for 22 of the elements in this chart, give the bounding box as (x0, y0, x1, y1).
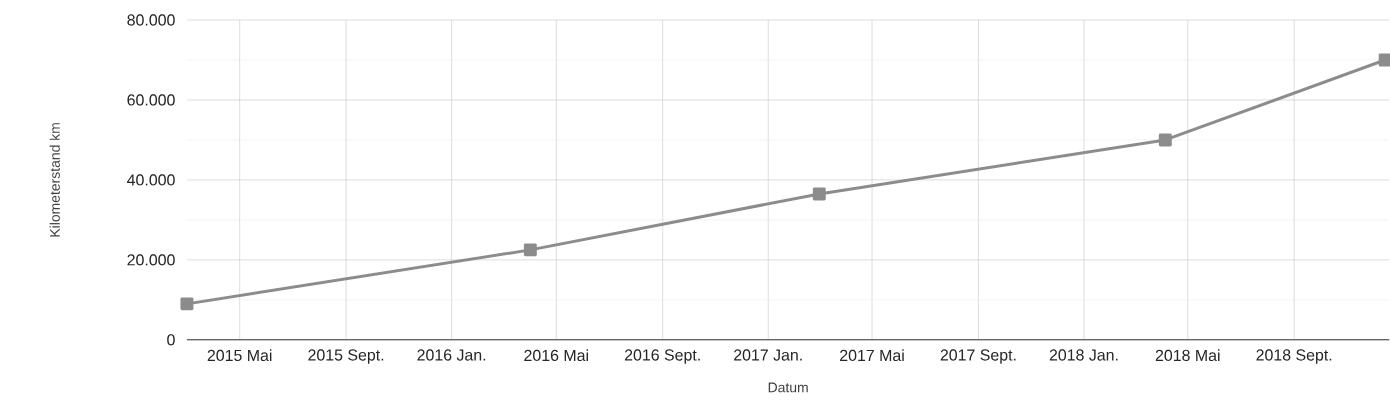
x-axis-title: Datum (768, 382, 808, 393)
y-axis-title: Kilometerstand km (49, 123, 60, 237)
point (523, 243, 537, 257)
y-tick-label: 40.000 (127, 174, 175, 186)
point (1158, 133, 1172, 147)
y-tick-label: 20.000 (127, 254, 175, 266)
x-tick-label: 2018 Sept. (1256, 349, 1332, 364)
x-tick-label: 2016 Jan. (417, 349, 486, 361)
x-tick-label: 2016 Mai (524, 349, 588, 362)
point (812, 187, 826, 201)
x-tick-label: 2015 Mai (207, 349, 272, 362)
y-tick-label: 0 (167, 334, 175, 346)
point (180, 297, 194, 311)
y-tick-label: 80.000 (127, 14, 175, 26)
y-tick-label: 60.000 (127, 94, 175, 106)
x-tick-label: 2017 Sept. (940, 349, 1016, 364)
x-tick-label: 2017 Mai (840, 349, 904, 362)
x-tick-label: 2018 Mai (1155, 349, 1220, 362)
x-tick-label: 2017 Jan. (734, 349, 802, 361)
x-tick-label: 2016 Sept. (624, 349, 700, 364)
x-tick-label: 2018 Jan. (1049, 349, 1118, 361)
x-tick-label: 2015 Sept. (308, 349, 384, 364)
